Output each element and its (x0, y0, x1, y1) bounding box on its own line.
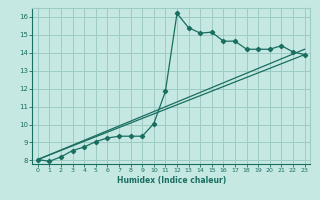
X-axis label: Humidex (Indice chaleur): Humidex (Indice chaleur) (116, 176, 226, 185)
